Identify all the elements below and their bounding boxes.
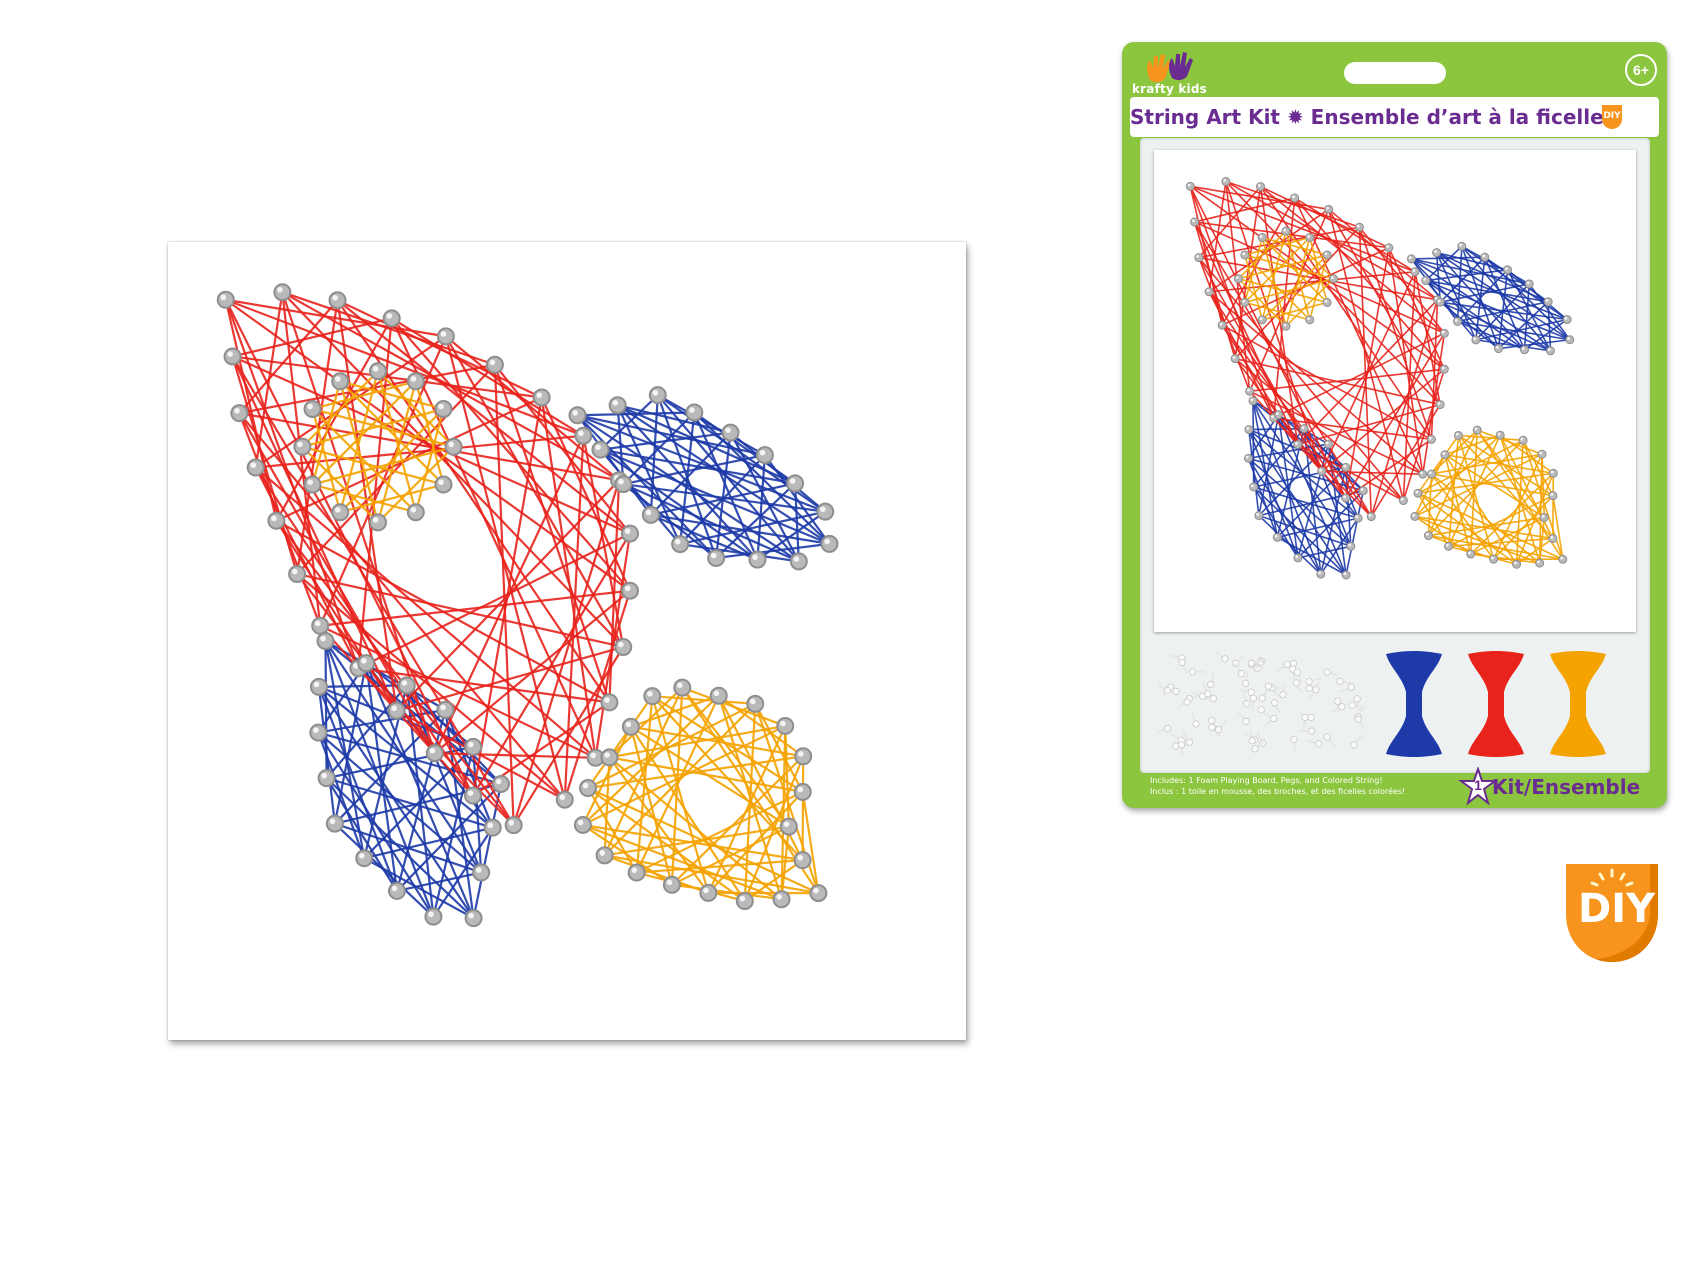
rocket-string-art-preview — [1185, 177, 1575, 580]
peg — [1182, 731, 1193, 746]
bottom-fin-pins — [309, 632, 510, 928]
flame-pins — [1410, 425, 1568, 569]
string-bobbin-icon — [1468, 651, 1524, 757]
peg — [1323, 668, 1340, 676]
rocket-string-art — [216, 283, 839, 928]
peg — [1305, 682, 1321, 693]
peg — [1279, 682, 1287, 699]
peg — [1214, 719, 1227, 734]
peg — [1292, 679, 1303, 694]
peg — [1202, 682, 1212, 698]
pegs-icon — [1158, 650, 1366, 757]
peg — [1293, 668, 1302, 684]
peg — [1330, 703, 1346, 714]
peg — [1276, 660, 1291, 672]
peg — [1158, 725, 1172, 734]
product-title: String Art Kit ✹ Ensemble d’art à la fic… — [1130, 105, 1604, 129]
peg — [1299, 727, 1316, 735]
peg — [1348, 701, 1365, 709]
top-fin-pins — [1406, 241, 1575, 356]
age-badge: 6+ — [1625, 54, 1657, 86]
peg — [1239, 688, 1255, 696]
string-bobbin-icon — [1550, 651, 1606, 757]
porthole-pins — [1233, 226, 1339, 331]
peg — [1251, 740, 1265, 753]
hands-logo-icon — [1147, 52, 1193, 83]
diy-badge-text: DIY — [1603, 111, 1621, 121]
peg — [1339, 683, 1355, 693]
peg — [1232, 654, 1246, 668]
includes-text-en: Includes: 1 Foam Playing Board, Pegs, an… — [1150, 776, 1383, 785]
peg — [1290, 735, 1298, 752]
peg — [1247, 659, 1264, 667]
peg — [1257, 706, 1271, 719]
peg — [1305, 677, 1321, 686]
peg — [1207, 672, 1215, 689]
peg — [1249, 694, 1258, 711]
includes-text-fr: Inclus : 1 toile en mousse, des broches,… — [1150, 787, 1406, 796]
star-badge-icon — [1458, 767, 1498, 806]
blister-tray — [1140, 138, 1650, 773]
porthole-pins — [293, 362, 463, 532]
peg — [1177, 741, 1186, 757]
diy-logo-text: DIY — [1578, 886, 1656, 932]
peg — [1308, 686, 1320, 701]
peg — [1242, 671, 1250, 687]
peg — [1176, 698, 1191, 709]
peg — [1164, 687, 1180, 696]
package-footer: Includes: 1 Foam Playing Board, Pegs, an… — [1140, 767, 1650, 806]
diy-badge-icon: DIY — [1602, 105, 1622, 129]
peg — [1336, 677, 1352, 685]
body-strings — [224, 291, 632, 827]
peg — [1188, 668, 1205, 676]
peg — [1264, 682, 1281, 690]
peg — [1271, 699, 1281, 714]
body-strings — [1189, 180, 1446, 518]
porthole-strings — [301, 370, 455, 524]
kit-label: Kit/Ensemble — [1492, 775, 1641, 799]
peg — [1191, 712, 1200, 728]
kit-board-preview — [1154, 150, 1636, 632]
string-bobbin-icon — [1386, 651, 1442, 757]
top-fin-strings — [1410, 245, 1571, 352]
peg — [1301, 713, 1309, 730]
brand-name: krafty kids — [1132, 82, 1207, 96]
peg — [1248, 728, 1256, 745]
peg — [1237, 711, 1250, 725]
title-banner: String Art Kit ✹ Ensemble d’art à la fic… — [1130, 97, 1659, 137]
peg — [1242, 692, 1251, 708]
kit-package: krafty kids 6+ String Art Kit ✹ Ensemble… — [1122, 42, 1667, 808]
string-art-board — [168, 242, 966, 1040]
peg — [1306, 739, 1323, 748]
peg — [1323, 733, 1336, 748]
peg — [1178, 658, 1188, 675]
peg — [1354, 715, 1366, 730]
top-fin-pins — [568, 386, 839, 571]
kit-count: 1 — [1474, 777, 1482, 793]
body-pins — [216, 283, 639, 835]
flame-pins — [573, 678, 828, 911]
peg — [1214, 650, 1229, 663]
peg — [1234, 663, 1246, 678]
porthole-strings — [1237, 230, 1335, 328]
bottom-fin-pins — [1243, 396, 1368, 580]
hang-hole — [1344, 62, 1446, 84]
peg — [1350, 735, 1363, 749]
peg — [1333, 697, 1342, 714]
diy-logo-icon — [1566, 864, 1658, 962]
peg — [1263, 715, 1278, 727]
peg — [1353, 695, 1361, 711]
